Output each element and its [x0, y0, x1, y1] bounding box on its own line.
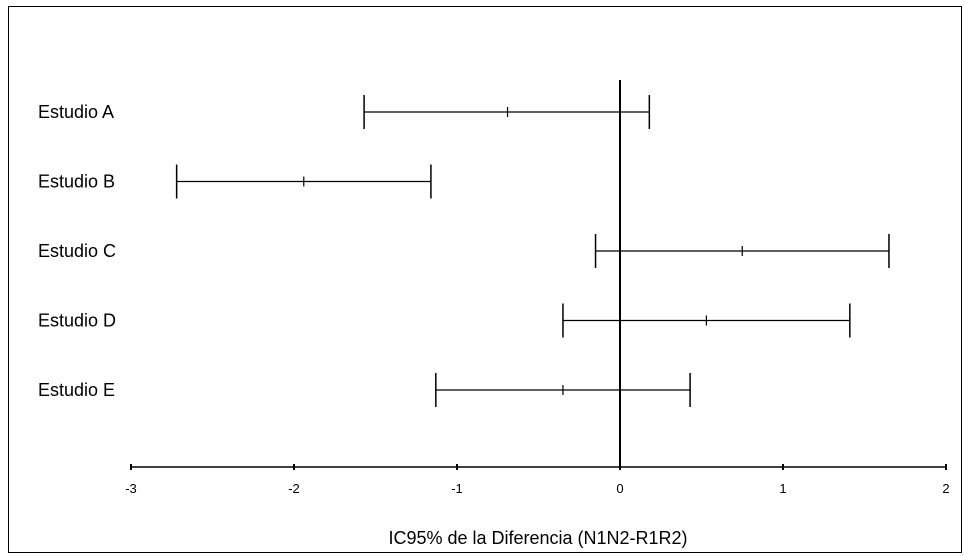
study-row: Estudio B: [38, 164, 432, 199]
study-row: Estudio D: [38, 303, 851, 338]
study-row: Estudio A: [38, 95, 651, 129]
x-tick-label: 0: [616, 481, 623, 496]
study-label: Estudio E: [38, 380, 115, 400]
x-tick-label: -1: [451, 481, 463, 496]
chart-frame: [8, 6, 962, 553]
x-tick-label: 2: [942, 481, 949, 496]
study-row: Estudio E: [38, 373, 691, 407]
x-tick-label: -2: [288, 481, 300, 496]
study-label: Estudio D: [38, 311, 116, 331]
study-label: Estudio B: [38, 172, 115, 192]
study-rows: Estudio A Estudio B Estudio C Estudio D Estu…: [38, 95, 890, 407]
study-label: Estudio A: [38, 102, 114, 122]
x-tick-label: 1: [779, 481, 786, 496]
x-axis: -3 -2 -1 0 1 2: [125, 80, 950, 496]
x-tick-label: -3: [125, 481, 137, 496]
x-axis-title: IC95% de la Diferencia (N1N2-R1R2): [388, 528, 687, 548]
study-row: Estudio C: [38, 234, 890, 268]
study-label: Estudio C: [38, 241, 116, 261]
